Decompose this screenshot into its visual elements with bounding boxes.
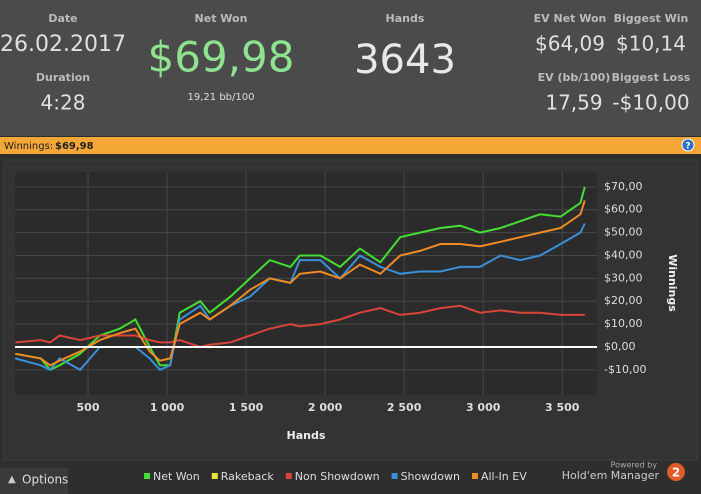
options-label[interactable]: Options	[22, 473, 68, 487]
stat-label: Biggest Loss	[612, 71, 691, 84]
stat-label: Net Won	[195, 12, 248, 25]
y-tick-label: $10,00	[604, 317, 643, 330]
legend-label: Showdown	[401, 470, 460, 483]
series-line	[15, 304, 585, 349]
legend-swatch	[144, 473, 150, 479]
x-tick-label: 3 000	[466, 401, 501, 414]
winnings-bar	[0, 137, 701, 154]
stat-label: Hands	[386, 12, 425, 25]
bar-label: Winnings:	[4, 141, 53, 152]
header-panel	[0, 0, 701, 136]
x-tick-label: 2 000	[308, 401, 343, 414]
help-mark[interactable]: ?	[685, 142, 690, 152]
x-tick-label: 3 500	[545, 401, 580, 414]
y-tick-label: -$10,00	[604, 363, 646, 376]
stat-sub: 19,21 bb/100	[188, 92, 255, 103]
stat-value: 4:28	[41, 91, 86, 115]
brand-logo	[667, 463, 685, 481]
x-axis-title: Hands	[287, 429, 326, 442]
stat-value: -$10,00	[612, 91, 689, 115]
stat-value: $64,09	[535, 32, 605, 56]
stat-label: Date	[48, 12, 77, 25]
y-tick-label: $20,00	[604, 294, 643, 307]
y-tick-label: $60,00	[604, 203, 643, 216]
stat-label: Biggest Win	[614, 12, 689, 25]
y-tick-label: $70,00	[604, 180, 643, 193]
legend-swatch	[211, 473, 218, 479]
x-tick-label: 2 500	[387, 401, 422, 414]
legend-swatch	[471, 473, 478, 479]
plot-area	[15, 172, 597, 395]
bar-value: $69,98	[55, 141, 94, 152]
stat-value: 26.02.2017	[0, 32, 126, 57]
stat-value: $10,14	[616, 32, 686, 56]
stat-label: EV (bb/100)	[538, 71, 611, 84]
legend-swatch	[285, 473, 292, 479]
options-button[interactable]	[0, 468, 68, 494]
y-axis-title: Winnings	[666, 254, 679, 312]
stat-label: Duration	[36, 71, 90, 84]
series-line	[15, 200, 586, 367]
stat-value: 17,59	[545, 91, 602, 115]
stat-value: 3643	[354, 37, 456, 83]
options-arrow[interactable]: ▲	[8, 474, 16, 485]
series-line	[15, 186, 586, 372]
y-tick-label: $30,00	[604, 271, 643, 284]
y-tick-label: $50,00	[604, 226, 643, 239]
x-tick-label: 500	[77, 401, 100, 414]
brand-version: 2	[672, 466, 680, 480]
legend-label: All-In EV	[481, 470, 527, 483]
powered-by: Powered by	[611, 461, 658, 470]
legend-label: Net Won	[153, 470, 200, 483]
legend-swatch	[391, 473, 398, 479]
y-tick-label: $0,00	[604, 340, 636, 353]
stat-value: $69,98	[148, 33, 295, 82]
x-tick-label: 1 000	[150, 401, 185, 414]
help-icon[interactable]	[681, 138, 695, 152]
brand: Hold'em Manager	[562, 469, 660, 482]
legend-label: Rakeback	[221, 470, 275, 483]
stat-label: EV Net Won	[534, 12, 607, 25]
legend-label: Non Showdown	[295, 470, 380, 483]
y-tick-label: $40,00	[604, 248, 643, 261]
x-tick-label: 1 500	[229, 401, 264, 414]
